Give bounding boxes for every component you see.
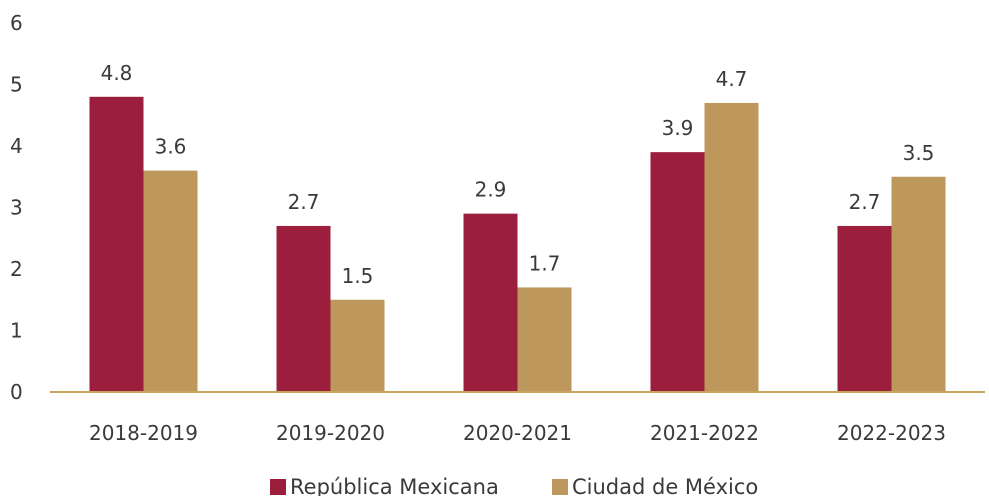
data-label: 1.7 — [529, 251, 561, 275]
legend-label-republica-mexicana: República Mexicana — [290, 475, 499, 496]
y-tick-label: 0 — [10, 380, 23, 404]
bar — [517, 287, 572, 392]
data-label: 4.8 — [101, 61, 133, 85]
bar — [330, 299, 385, 392]
x-tick-label: 2021-2022 — [650, 421, 759, 445]
bar — [276, 225, 331, 392]
bar — [891, 176, 946, 392]
legend: República Mexicana Ciudad de México — [270, 475, 758, 496]
x-tick-label: 2020-2021 — [463, 421, 572, 445]
bar — [704, 102, 759, 392]
x-tick-label: 2022-2023 — [837, 421, 946, 445]
legend-swatch-republica-mexicana — [270, 479, 286, 495]
legend-label-ciudad-de-mexico: Ciudad de México — [572, 475, 758, 496]
data-label: 4.7 — [716, 67, 748, 91]
y-tick-label: 3 — [10, 196, 23, 220]
y-tick-label: 6 — [10, 11, 23, 35]
y-tick-label: 5 — [10, 73, 23, 97]
y-tick-label: 2 — [10, 257, 23, 281]
data-labels: 4.8 3.6 2.7 1.5 2.9 1.7 3.9 4.7 2.7 3.5 — [101, 61, 935, 288]
x-tick-label: 2018-2019 — [89, 421, 198, 445]
bar — [89, 96, 144, 393]
data-label: 3.9 — [662, 116, 694, 140]
bar — [837, 225, 892, 392]
bar — [143, 170, 198, 392]
data-label: 2.9 — [475, 178, 507, 202]
bar — [650, 152, 705, 392]
data-label: 3.6 — [155, 135, 187, 159]
data-label: 3.5 — [903, 141, 935, 165]
y-axis-ticks: 0 1 2 3 4 5 6 — [10, 11, 23, 404]
bars — [89, 96, 946, 393]
bar — [463, 213, 518, 392]
y-tick-label: 1 — [10, 319, 23, 343]
x-tick-label: 2019-2020 — [276, 421, 385, 445]
y-tick-label: 4 — [10, 134, 23, 158]
data-label: 2.7 — [849, 190, 881, 214]
data-label: 2.7 — [288, 190, 320, 214]
legend-swatch-ciudad-de-mexico — [552, 479, 568, 495]
x-axis-ticks: 2018-2019 2019-2020 2020-2021 2021-2022 2022… — [89, 421, 946, 445]
data-label: 1.5 — [342, 264, 374, 288]
